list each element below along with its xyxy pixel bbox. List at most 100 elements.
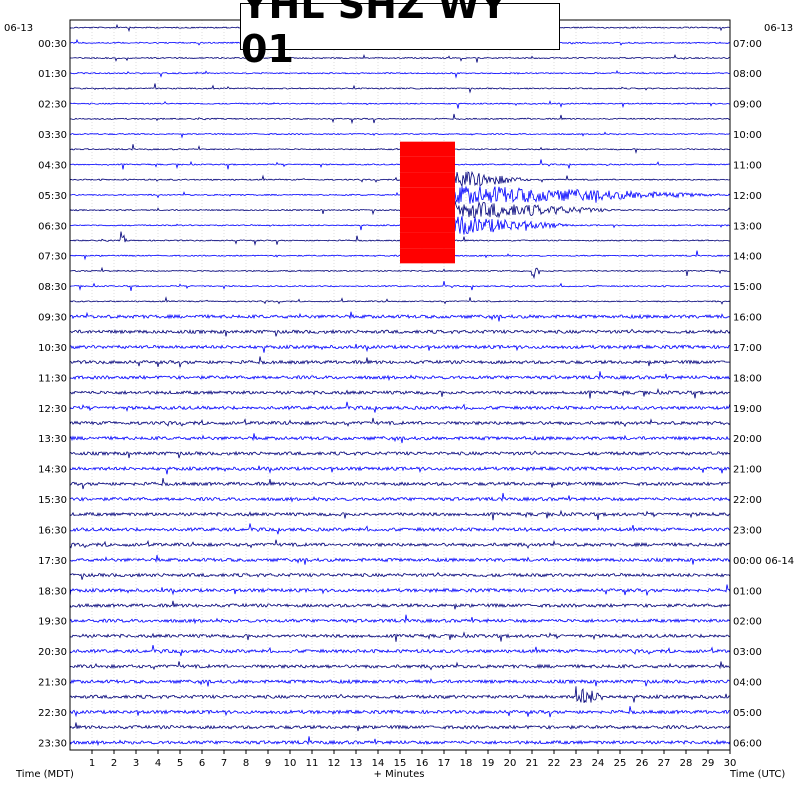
seismic-trace — [69, 631, 731, 642]
left-tick-label: 03:30 — [38, 130, 67, 141]
x-tick-label: 30 — [724, 758, 737, 769]
x-axis-label: + Minutes — [374, 769, 425, 780]
x-tick-label: 6 — [199, 758, 205, 769]
left-date: 06-13 — [4, 23, 33, 34]
right-tick-label: 05:00 — [733, 708, 762, 719]
right-tick-label: 17:00 — [733, 343, 762, 354]
right-tick-label: 19:00 — [733, 404, 762, 415]
left-tick-label: 21:30 — [38, 678, 67, 689]
x-tick-label: 25 — [614, 758, 627, 769]
right-date: 06-13 — [764, 23, 793, 34]
minutes-axis: 1 2 3 4 5 6 7 8 9 10 11 12 13 14 15 16 17 18 19 20 21 22 23 24 2… — [89, 750, 737, 769]
x-tick-label: 24 — [592, 758, 605, 769]
left-time-axis: 00:30 01:30 02:30 03:30 04:30 05:30 06:30 07:30… — [38, 39, 67, 750]
seismic-trace — [69, 296, 731, 305]
seismic-trace — [69, 113, 731, 125]
left-tick-label: 07:30 — [38, 252, 67, 263]
x-tick-label: 13 — [350, 758, 363, 769]
seismic-trace — [69, 478, 731, 490]
x-tick-label: 7 — [221, 758, 227, 769]
seismic-trace — [69, 131, 731, 139]
right-tick-label: 16:00 — [733, 313, 762, 324]
clipped-segment — [400, 217, 455, 233]
seismic-trace — [69, 465, 731, 475]
x-tick-label: 10 — [284, 758, 297, 769]
left-tick-label: 16:30 — [38, 525, 67, 536]
seismic-trace — [69, 736, 731, 747]
clipped-segment — [400, 232, 455, 249]
left-tick-label: 13:30 — [38, 434, 67, 445]
right-tick-label: 09:00 — [733, 100, 762, 111]
seismic-trace — [69, 686, 731, 704]
seismic-trace — [69, 554, 731, 565]
right-tick-label: 04:00 — [733, 678, 762, 689]
right-axis-label: Time (UTC) — [729, 769, 785, 780]
x-tick-label: 12 — [328, 758, 341, 769]
x-tick-label: 3 — [133, 758, 139, 769]
left-tick-label: 00:30 — [38, 39, 67, 50]
left-tick-label: 06:30 — [38, 221, 67, 232]
x-tick-label: 18 — [460, 758, 473, 769]
right-tick-label: 02:00 — [733, 617, 762, 628]
seismic-trace — [69, 343, 731, 353]
right-tick-label: 12:00 — [733, 191, 762, 202]
clipped-segment — [400, 141, 455, 157]
right-tick-label: 23:00 — [733, 525, 762, 536]
seismic-trace — [69, 450, 731, 459]
clipped-regions — [400, 141, 455, 264]
chart-title-box: YHL SHZ WY 01 — [240, 0, 560, 71]
x-tick-label: 19 — [482, 758, 495, 769]
right-tick-label: 10:00 — [733, 130, 762, 141]
x-tick-label: 28 — [680, 758, 693, 769]
clipped-segment — [400, 248, 455, 264]
x-tick-label: 17 — [438, 758, 451, 769]
left-tick-label: 12:30 — [38, 404, 67, 415]
right-tick-label: 13:00 — [733, 221, 762, 232]
x-tick-label: 14 — [372, 758, 385, 769]
right-tick-label: 01:00 — [733, 586, 762, 597]
right-tick-label: 07:00 — [733, 39, 762, 50]
seismic-trace — [69, 722, 731, 732]
left-tick-label: 08:30 — [38, 282, 67, 293]
seismic-trace — [69, 572, 731, 580]
seismic-trace — [69, 539, 731, 549]
x-tick-label: 5 — [177, 758, 183, 769]
seismic-trace — [69, 433, 731, 444]
seismic-trace — [69, 523, 731, 535]
x-tick-label: 9 — [265, 758, 271, 769]
left-tick-label: 19:30 — [38, 617, 67, 628]
x-tick-label: 1 — [89, 758, 95, 769]
left-tick-label: 22:30 — [38, 708, 67, 719]
seismic-trace — [69, 83, 731, 94]
seismic-trace — [69, 509, 731, 521]
right-tick-label: 20:00 — [733, 434, 762, 445]
seismic-trace — [69, 614, 731, 625]
seismic-trace — [70, 70, 731, 79]
seismic-trace — [69, 266, 731, 280]
right-tick-label: 14:00 — [733, 252, 762, 263]
seismic-trace — [69, 584, 731, 597]
x-tick-label: 27 — [658, 758, 671, 769]
x-tick-label: 21 — [526, 758, 539, 769]
clipped-segment — [400, 172, 455, 188]
left-tick-label: 05:30 — [38, 191, 67, 202]
x-tick-label: 26 — [636, 758, 649, 769]
left-tick-label: 01:30 — [38, 69, 67, 80]
left-axis-label: Time (MDT) — [15, 769, 74, 780]
right-tick-label: 08:00 — [733, 69, 762, 80]
seismic-trace — [69, 645, 731, 657]
right-tick-label: 22:00 — [733, 495, 762, 506]
x-tick-label: 23 — [570, 758, 583, 769]
x-tick-label: 8 — [243, 758, 249, 769]
left-tick-label: 11:30 — [38, 373, 67, 384]
x-tick-label: 2 — [111, 758, 117, 769]
x-tick-label: 16 — [416, 758, 429, 769]
seismic-trace — [69, 706, 731, 718]
right-tick-label: 06:00 — [733, 738, 762, 749]
left-tick-label: 09:30 — [38, 313, 67, 324]
x-tick-label: 15 — [394, 758, 407, 769]
seismic-trace — [69, 417, 731, 428]
left-tick-label: 02:30 — [38, 100, 67, 111]
x-tick-label: 29 — [702, 758, 715, 769]
